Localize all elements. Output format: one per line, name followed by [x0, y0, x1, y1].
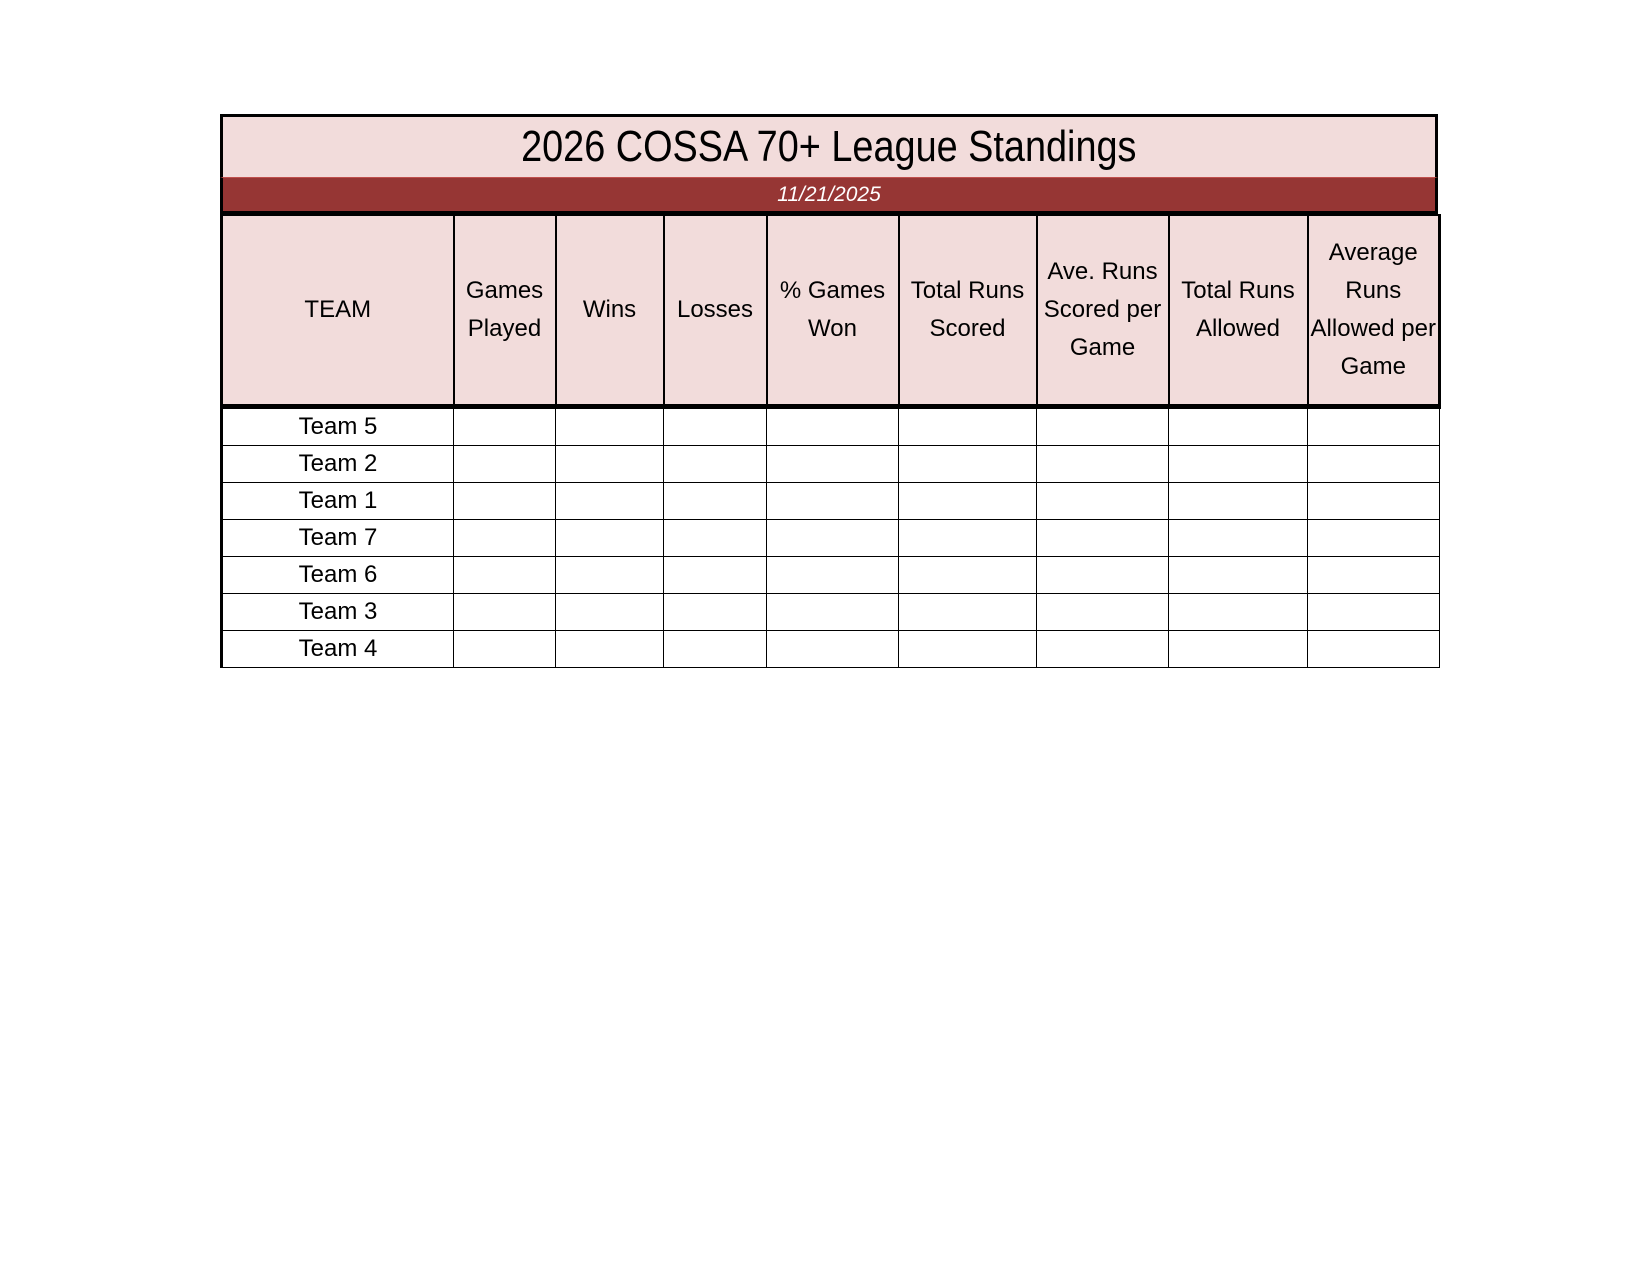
empty-cell — [1036, 593, 1169, 631]
empty-cell — [1307, 445, 1440, 483]
empty-cell — [663, 593, 767, 631]
team-name-cell: Team 6 — [220, 556, 454, 594]
team-name-cell: Team 1 — [220, 482, 454, 520]
empty-cell — [663, 630, 767, 668]
empty-cell — [1168, 556, 1308, 594]
empty-cell — [663, 556, 767, 594]
column-header: % Games Won — [765, 214, 900, 409]
empty-cell — [555, 482, 664, 520]
empty-cell — [766, 556, 899, 594]
table-row: Team 3 — [220, 593, 1440, 631]
date-band: 11/21/2025 — [220, 177, 1438, 214]
team-name-cell: Team 7 — [220, 519, 454, 557]
table-row: Team 7 — [220, 519, 1440, 557]
empty-cell — [766, 406, 899, 446]
empty-cell — [663, 482, 767, 520]
column-header: Losses — [662, 214, 768, 409]
empty-cell — [1168, 519, 1308, 557]
empty-cell — [1307, 556, 1440, 594]
empty-cell — [1307, 519, 1440, 557]
empty-cell — [663, 445, 767, 483]
empty-cell — [1307, 482, 1440, 520]
sheet-title: 2026 COSSA 70+ League Standings — [220, 114, 1438, 177]
empty-cell — [453, 482, 556, 520]
title-text: 2026 COSSA 70+ League Standings — [521, 122, 1137, 171]
empty-cell — [555, 593, 664, 631]
header-row: TEAM Games Played Wins Losses% Games Won Tot… — [220, 214, 1441, 409]
column-header: Games Played — [452, 214, 557, 409]
column-header: Wins — [554, 214, 665, 409]
column-header: TEAM — [220, 214, 455, 409]
table-row: Team 5 — [220, 406, 1440, 446]
empty-cell — [453, 556, 556, 594]
empty-cell — [1036, 445, 1169, 483]
empty-cell — [453, 406, 556, 446]
empty-cell — [766, 519, 899, 557]
empty-cell — [1036, 630, 1169, 668]
standings-sheet: 2026 COSSA 70+ League Standings 11/21/20… — [220, 114, 1441, 668]
empty-cell — [898, 519, 1037, 557]
team-name-cell: Team 3 — [220, 593, 454, 631]
empty-cell — [555, 406, 664, 446]
empty-cell — [453, 519, 556, 557]
column-header: Average Runs Allowed per Game — [1306, 214, 1441, 409]
empty-cell — [898, 482, 1037, 520]
empty-cell — [898, 630, 1037, 668]
table-row: Team 4 — [220, 630, 1440, 668]
empty-cell — [1036, 482, 1169, 520]
empty-cell — [1036, 556, 1169, 594]
empty-cell — [1168, 593, 1308, 631]
standings-table: TEAM Games Played Wins Losses% Games Won Tot… — [220, 214, 1441, 668]
table-row: Team 2 — [220, 445, 1440, 483]
empty-cell — [1307, 593, 1440, 631]
empty-cell — [1168, 445, 1308, 483]
empty-cell — [1168, 630, 1308, 668]
empty-cell — [1036, 406, 1169, 446]
empty-cell — [898, 445, 1037, 483]
empty-cell — [453, 630, 556, 668]
empty-cell — [898, 406, 1037, 446]
empty-cell — [898, 556, 1037, 594]
empty-cell — [663, 406, 767, 446]
empty-cell — [766, 593, 899, 631]
table-row: Team 1 — [220, 482, 1440, 520]
column-header: Total Runs Allowed — [1167, 214, 1309, 409]
empty-cell — [453, 445, 556, 483]
empty-cell — [898, 593, 1037, 631]
empty-cell — [1307, 406, 1440, 446]
empty-cell — [766, 445, 899, 483]
empty-cell — [555, 630, 664, 668]
column-header: Total Runs Scored — [897, 214, 1038, 409]
column-header: Ave. Runs Scored per Game — [1035, 214, 1170, 409]
empty-cell — [663, 519, 767, 557]
empty-cell — [766, 482, 899, 520]
empty-cell — [1168, 406, 1308, 446]
empty-cell — [1036, 519, 1169, 557]
team-name-cell: Team 4 — [220, 630, 454, 668]
team-name-cell: Team 5 — [220, 406, 454, 446]
team-name-cell: Team 2 — [220, 445, 454, 483]
empty-cell — [555, 519, 664, 557]
table-row: Team 6 — [220, 556, 1440, 594]
empty-cell — [453, 593, 556, 631]
empty-cell — [555, 445, 664, 483]
empty-cell — [766, 630, 899, 668]
empty-cell — [555, 556, 664, 594]
empty-cell — [1307, 630, 1440, 668]
empty-cell — [1168, 482, 1308, 520]
